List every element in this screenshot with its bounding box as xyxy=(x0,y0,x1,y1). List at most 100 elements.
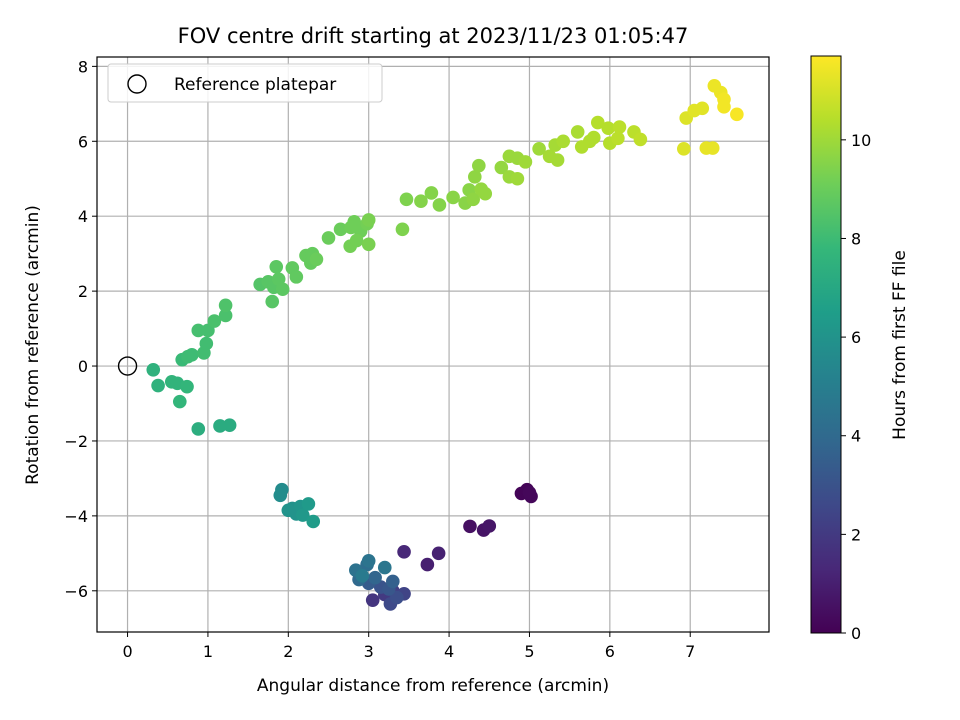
data-point xyxy=(586,130,601,145)
grid-lines xyxy=(97,57,769,632)
data-point xyxy=(518,155,533,169)
data-point xyxy=(472,158,486,173)
data-point xyxy=(151,378,165,393)
data-points xyxy=(117,79,744,611)
data-point xyxy=(180,379,194,394)
data-point xyxy=(494,160,509,175)
x-tick-label: 1 xyxy=(203,642,213,661)
x-tick-label: 4 xyxy=(444,642,454,661)
data-point xyxy=(199,336,214,351)
data-point xyxy=(361,237,376,252)
data-point xyxy=(532,141,546,156)
data-point xyxy=(399,192,414,207)
data-point xyxy=(463,519,477,534)
x-tick-label: 7 xyxy=(685,642,695,661)
data-point xyxy=(633,132,648,147)
colorbar-tick-label: 6 xyxy=(851,328,861,347)
data-point xyxy=(424,186,439,200)
data-point xyxy=(281,503,296,518)
y-tick-label: 8 xyxy=(78,57,88,76)
data-point xyxy=(265,294,280,309)
data-point xyxy=(414,194,428,209)
data-point xyxy=(611,131,625,146)
data-point xyxy=(269,259,284,274)
legend: Reference platepar xyxy=(107,63,383,103)
colorbar-ticks: 0 2 4 6 8 10 xyxy=(841,131,871,643)
legend-marker-icon xyxy=(127,74,147,94)
colorbar-tick-label: 0 xyxy=(851,624,861,643)
colorbar-tick-label: 10 xyxy=(851,131,871,150)
data-point xyxy=(273,488,288,503)
data-point xyxy=(377,560,392,575)
data-point xyxy=(191,422,206,436)
data-point xyxy=(705,141,720,155)
data-point xyxy=(349,233,364,248)
data-point xyxy=(556,134,571,149)
y-tick-label: −4 xyxy=(64,507,88,526)
x-tick-label: 5 xyxy=(524,642,534,661)
data-point xyxy=(482,519,497,533)
data-point xyxy=(612,120,627,134)
data-point xyxy=(395,222,410,237)
legend-box xyxy=(107,63,383,103)
data-point xyxy=(306,514,321,529)
data-point xyxy=(466,192,480,207)
data-point xyxy=(213,419,227,433)
data-point xyxy=(368,570,382,585)
colorbar-gradient xyxy=(810,55,842,634)
y-axis-label: Rotation from reference (arcmin) xyxy=(23,205,43,485)
data-point xyxy=(510,171,525,186)
data-point xyxy=(295,508,310,522)
chart-title: FOV centre drift starting at 2023/11/23 … xyxy=(178,24,689,48)
x-tick-label: 2 xyxy=(283,642,293,661)
data-point xyxy=(191,323,206,338)
data-point xyxy=(601,121,616,135)
data-point xyxy=(522,485,537,500)
data-point xyxy=(361,554,376,568)
data-point xyxy=(432,198,447,212)
data-point xyxy=(397,545,411,559)
legend-entry-reference: Reference platepar xyxy=(174,75,336,95)
data-point xyxy=(676,141,691,156)
data-point xyxy=(431,546,446,561)
data-point xyxy=(333,222,348,237)
data-point xyxy=(172,394,187,409)
data-point xyxy=(146,362,161,377)
data-point xyxy=(717,100,731,114)
data-point xyxy=(275,282,290,297)
x-axis-ticks: 0 1 2 3 4 5 6 7 xyxy=(122,632,695,661)
data-point xyxy=(695,101,710,116)
plot-frame xyxy=(96,56,770,633)
colorbar-tick-label: 4 xyxy=(851,427,861,446)
data-point xyxy=(390,590,404,605)
data-point xyxy=(289,270,304,284)
colorbar-tick-label: 8 xyxy=(851,229,861,248)
y-tick-label: 2 xyxy=(78,282,88,301)
colorbar-tick-label: 2 xyxy=(851,525,861,544)
data-point xyxy=(321,231,336,245)
y-axis-ticks: −6 −4 −2 0 2 4 6 8 xyxy=(64,57,97,601)
data-point xyxy=(185,348,199,362)
data-point xyxy=(301,497,316,511)
y-tick-label: −2 xyxy=(64,432,88,451)
data-point xyxy=(420,557,435,572)
data-point xyxy=(570,125,585,139)
data-point xyxy=(309,252,324,267)
data-point xyxy=(478,186,493,201)
reference-platepar-point xyxy=(117,356,138,376)
data-point xyxy=(361,213,376,227)
x-tick-label: 0 xyxy=(122,642,132,661)
data-point xyxy=(730,107,744,122)
data-point xyxy=(207,314,222,328)
x-tick-label: 3 xyxy=(364,642,374,661)
data-point xyxy=(467,170,482,184)
colorbar-label: Hours from first FF file xyxy=(890,250,910,440)
data-point xyxy=(218,298,233,313)
x-axis-label: Angular distance from reference (arcmin) xyxy=(257,676,609,696)
colorbar: 0 2 4 6 8 10 Hours from first FF file xyxy=(810,55,910,643)
y-tick-label: 4 xyxy=(78,207,88,226)
data-point xyxy=(386,574,400,589)
data-point xyxy=(446,190,460,205)
x-tick-label: 6 xyxy=(605,642,615,661)
